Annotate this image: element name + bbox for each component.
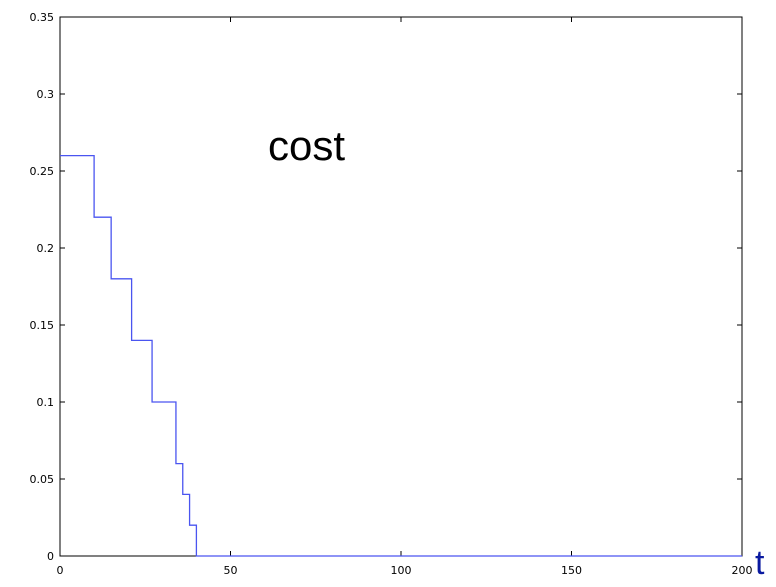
y-tick-label: 0.25 (30, 165, 55, 178)
x-tick-label: 150 (561, 564, 582, 577)
x-tick-label: 0 (57, 564, 64, 577)
y-tick-label: 0.15 (30, 319, 55, 332)
cost-annotation: cost (268, 122, 345, 169)
y-tick-label: 0.35 (30, 11, 55, 24)
y-tick-label: 0.05 (30, 473, 55, 486)
cost-series-line (60, 154, 742, 557)
x-tick-label: 100 (391, 564, 412, 577)
x-axis-label: t (755, 544, 765, 582)
axis-tick-labels: 0 50 100 150 200 0 0.05 0.1 0.15 0.2 0.25 0.3 0.35 (30, 11, 753, 577)
y-tick-label: 0.3 (37, 88, 55, 101)
plot-area (59, 16, 743, 557)
x-tick-label: 50 (224, 564, 238, 577)
y-tick-label: 0 (47, 550, 54, 563)
y-tick-label: 0.1 (37, 396, 55, 409)
x-tick-label: 200 (732, 564, 753, 577)
y-tick-label: 0.2 (37, 242, 55, 255)
